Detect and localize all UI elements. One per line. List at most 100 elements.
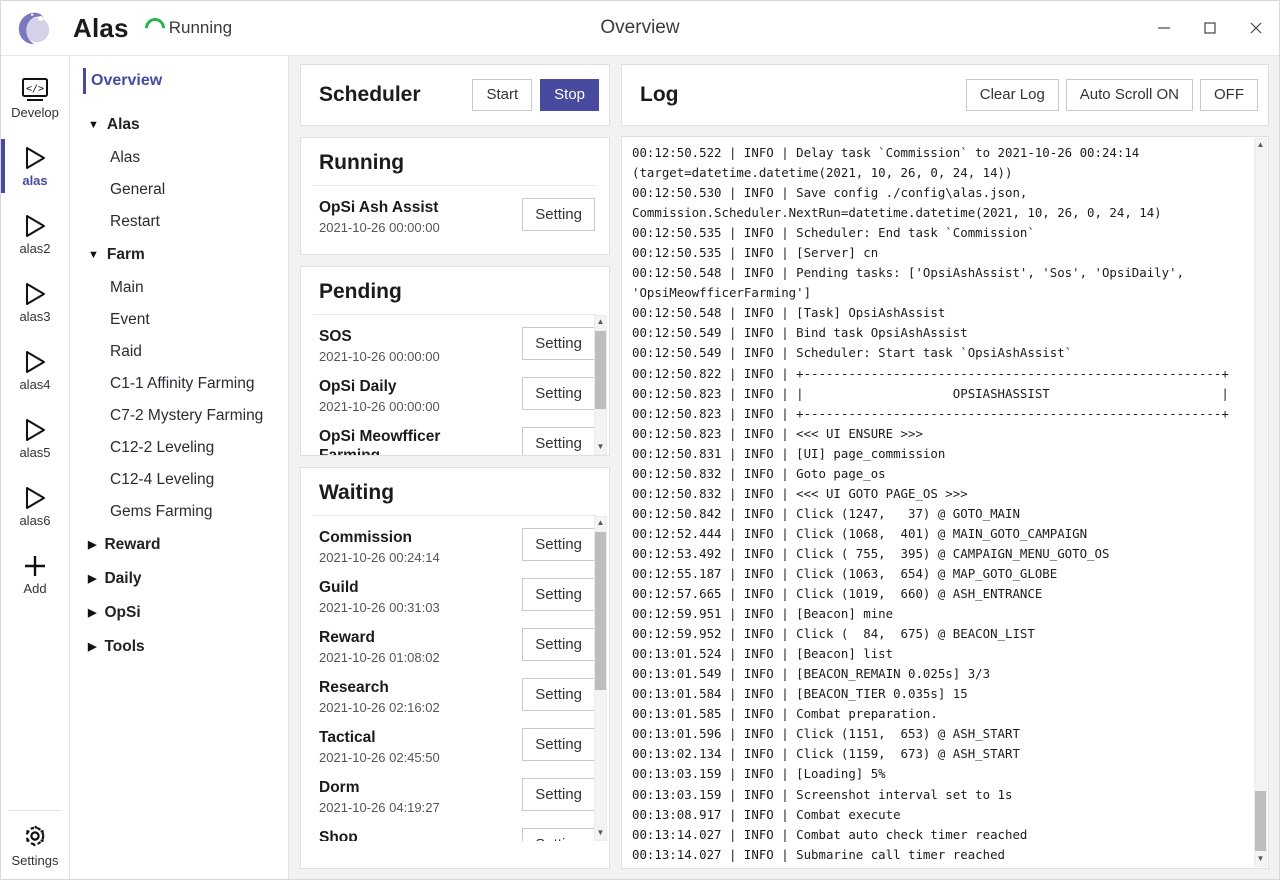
app-body: </> Develop alas alas2 alas3 alas4 xyxy=(0,56,1279,879)
divider xyxy=(313,515,597,516)
rail-item-settings[interactable]: Settings xyxy=(1,811,70,879)
sidebar-group-alas[interactable]: ▼ Alas xyxy=(70,108,288,142)
rail-item-alas6[interactable]: alas6 xyxy=(1,472,70,540)
task-time: 2021-10-26 00:24:14 xyxy=(319,550,440,566)
setting-button[interactable]: Setting xyxy=(522,427,595,455)
log-header: Log Clear Log Auto Scroll ON OFF xyxy=(621,64,1269,126)
stop-button[interactable]: Stop xyxy=(540,78,599,112)
close-button[interactable] xyxy=(1233,1,1279,55)
play-icon xyxy=(26,487,45,509)
setting-button[interactable]: Setting xyxy=(522,678,595,711)
rail-item-label: Settings xyxy=(11,853,59,868)
task-name: Guild xyxy=(319,579,359,596)
sidebar-item-event[interactable]: Event xyxy=(110,311,150,328)
scroll-up-arrow-icon[interactable]: ▲ xyxy=(1256,140,1265,149)
sidebar-group-opsi[interactable]: ▶ OpSi xyxy=(70,596,288,630)
task-name: SOS xyxy=(319,328,352,345)
pending-title: Pending xyxy=(319,280,402,303)
task-row: OpSi Daily 2021-10-26 00:00:00 Setting xyxy=(301,371,609,421)
task-info: Commission 2021-10-26 00:24:14 xyxy=(319,526,522,565)
sidebar-item-gems-farming[interactable]: Gems Farming xyxy=(110,503,213,520)
setting-button[interactable]: Setting xyxy=(522,528,595,561)
task-name: OpSi Ash Assist xyxy=(319,199,439,216)
setting-button[interactable]: Setting xyxy=(522,828,595,841)
scrollbar-thumb[interactable] xyxy=(595,331,606,409)
task-row: Reward 2021-10-26 01:08:02 Setting xyxy=(301,622,609,672)
scroll-up-arrow-icon[interactable]: ▲ xyxy=(596,317,605,326)
sidebar-item-alas[interactable]: Alas xyxy=(110,149,141,166)
clear-log-button[interactable]: Clear Log xyxy=(965,78,1059,112)
sidebar-item-c7-2-mystery-farming[interactable]: C7-2 Mystery Farming xyxy=(110,407,264,424)
scroll-up-arrow-icon[interactable]: ▲ xyxy=(596,518,605,527)
sidebar-item-overview[interactable]: Overview xyxy=(70,64,288,98)
rail-item-alas5[interactable]: alas5 xyxy=(1,404,70,472)
maximize-button[interactable] xyxy=(1187,1,1233,55)
sidebar-item-general[interactable]: General xyxy=(110,181,166,198)
caret-down-icon: ▼ xyxy=(88,118,99,131)
log-scrollbar[interactable]: ▲ ▼ xyxy=(1254,138,1267,867)
rail-item-label: alas4 xyxy=(19,377,51,392)
minimize-button[interactable] xyxy=(1141,1,1187,55)
rail-item-add[interactable]: Add xyxy=(1,540,70,608)
scrollbar-track[interactable] xyxy=(595,329,606,441)
setting-button[interactable]: Setting xyxy=(522,578,595,611)
sidebar-item-restart[interactable]: Restart xyxy=(110,213,160,230)
code-icon: </> xyxy=(22,78,48,101)
task-info: OpSi Ash Assist 2021-10-26 00:00:00 xyxy=(319,196,522,235)
tasks-column: Scheduler Start Stop Running OpSi Ash As… xyxy=(300,64,610,869)
auto-scroll-on-button[interactable]: Auto Scroll ON xyxy=(1065,78,1193,112)
sidebar-item-c1-1-affinity-farming[interactable]: C1-1 Affinity Farming xyxy=(110,375,255,392)
main-content: Scheduler Start Stop Running OpSi Ash As… xyxy=(289,56,1279,879)
task-info: Research 2021-10-26 02:16:02 xyxy=(319,676,522,715)
rail-item-develop[interactable]: </> Develop xyxy=(1,64,70,132)
rail-item-alas[interactable]: alas xyxy=(0,132,70,200)
waiting-scrollbar[interactable]: ▲ ▼ xyxy=(594,516,607,841)
scrollbar-thumb[interactable] xyxy=(595,532,606,690)
sidebar-item-raid[interactable]: Raid xyxy=(110,343,142,360)
task-row: Guild 2021-10-26 00:31:03 Setting xyxy=(301,572,609,622)
task-time: 2021-10-26 00:00:00 xyxy=(319,220,440,236)
setting-button[interactable]: Setting xyxy=(522,778,595,811)
rail-item-alas4[interactable]: alas4 xyxy=(1,336,70,404)
scroll-down-arrow-icon[interactable]: ▼ xyxy=(596,828,605,837)
status-label: Running xyxy=(168,18,233,37)
scrollbar-thumb[interactable] xyxy=(1255,791,1266,851)
auto-scroll-off-button[interactable]: OFF xyxy=(1200,78,1258,112)
task-time: 2021-10-26 00:00:00 xyxy=(319,399,440,415)
task-info: Reward 2021-10-26 01:08:02 xyxy=(319,626,522,665)
sidebar-group-tools[interactable]: ▶ Tools xyxy=(70,630,288,664)
task-row: Tactical 2021-10-26 02:45:50 Setting xyxy=(301,722,609,772)
task-row: Shop Setting xyxy=(301,822,609,841)
rail-item-alas2[interactable]: alas2 xyxy=(1,200,70,268)
sidebar-group-daily[interactable]: ▶ Daily xyxy=(70,562,288,596)
task-name: Research xyxy=(319,679,389,696)
task-info: Shop xyxy=(319,826,522,841)
play-icon xyxy=(26,419,45,441)
setting-button[interactable]: Setting xyxy=(522,628,595,661)
scrollbar-track[interactable] xyxy=(595,530,606,827)
caret-right-icon: ▶ xyxy=(88,538,97,551)
log-buttons: Clear Log Auto Scroll ON OFF xyxy=(965,78,1258,112)
rail-item-alas3[interactable]: alas3 xyxy=(1,268,70,336)
sidebar-group-reward[interactable]: ▶ Reward xyxy=(70,528,288,562)
task-row: Dorm 2021-10-26 04:19:27 Setting xyxy=(301,772,609,822)
scroll-down-arrow-icon[interactable]: ▼ xyxy=(596,442,605,451)
setting-button[interactable]: Setting xyxy=(522,327,595,360)
sidebar-item-c12-2-leveling[interactable]: C12-2 Leveling xyxy=(110,439,215,456)
setting-button[interactable]: Setting xyxy=(522,198,595,231)
sidebar-group-farm[interactable]: ▼ Farm xyxy=(70,238,288,272)
divider xyxy=(313,314,597,315)
instance-rail: </> Develop alas alas2 alas3 alas4 xyxy=(0,56,70,879)
setting-button[interactable]: Setting xyxy=(522,377,595,410)
setting-button[interactable]: Setting xyxy=(522,728,595,761)
sidebar-item-main[interactable]: Main xyxy=(110,279,144,296)
scroll-down-arrow-icon[interactable]: ▼ xyxy=(1256,854,1265,863)
log-body[interactable]: 00:12:50.522 | INFO | Delay task `Commis… xyxy=(621,136,1269,869)
sidebar-group-label: Daily xyxy=(104,570,142,587)
rail-item-label: alas5 xyxy=(19,445,51,460)
start-button[interactable]: Start xyxy=(472,78,533,112)
close-icon xyxy=(1250,22,1262,34)
scrollbar-track[interactable] xyxy=(1255,152,1266,853)
sidebar-item-c12-4-leveling[interactable]: C12-4 Leveling xyxy=(110,471,215,488)
pending-scrollbar[interactable]: ▲ ▼ xyxy=(594,315,607,455)
